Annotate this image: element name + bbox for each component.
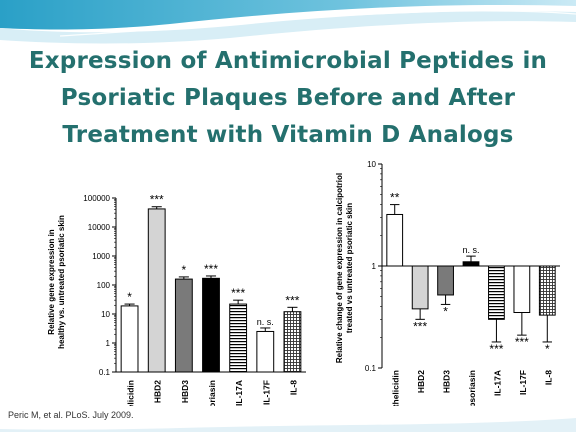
y-tick-label: 10 (101, 310, 110, 319)
y-axis-label: healthy vs. untreated psoriatic skin (57, 215, 66, 349)
chart-right-panel: 0.1 1 10 ** cathelicidin *** HBD2 * HBD3 n. s. pso… (330, 156, 568, 417)
category-label: IL-17A (492, 370, 502, 396)
bar (513, 265, 531, 314)
bar (174, 278, 193, 373)
bar (256, 330, 275, 373)
chart-right: 0.1 1 10 ** cathelicidin *** HBD2 * HBD3 n. s. pso… (335, 160, 560, 417)
category-label: HBD3 (442, 370, 452, 393)
category-label: IL-17F (261, 380, 271, 405)
y-axis-label: treated vs untreated psoriatic skin (345, 203, 354, 333)
chart-left: 0.1110100100010000100000*cathelicidin***… (47, 193, 306, 427)
category-label: cathelicidin (391, 370, 401, 406)
category-label: HBD2 (416, 370, 426, 393)
significance-label: *** (489, 342, 503, 356)
y-tick-label: 0.1 (99, 368, 111, 377)
significance-label: *** (204, 262, 218, 276)
chart-left-panel: 0.1 1 10 100 1000 10000 100000 * cathelicidin ***… (44, 182, 310, 427)
bar (202, 277, 220, 373)
bar (283, 311, 302, 373)
category-label: cathelicidin (126, 380, 136, 406)
category-label: IL-8 (543, 370, 553, 385)
significance-label: * (443, 304, 448, 318)
header-wave-line (59, 10, 576, 37)
category-label: IL-17A (234, 380, 244, 406)
title-line-3: Treatment with Vitamin D Analogs (62, 122, 514, 148)
y-tick-label: 100000 (83, 194, 110, 203)
bar (147, 208, 166, 373)
significance-label: * (545, 342, 550, 356)
bar (120, 305, 139, 373)
y-axis-label: Relative gene expression in (47, 229, 56, 334)
citation: Peric M, et al. PLoS. July 2009. (8, 410, 134, 420)
y-tick-label: 10000 (88, 223, 111, 232)
significance-label: n. s. (462, 245, 479, 255)
title-line-1: Expression of Antimicrobial Peptides in (28, 48, 548, 74)
category-label: psoriasin (207, 380, 217, 406)
title-line-2: Psoriatic Plaques Before and After (60, 85, 516, 111)
y-tick-label: 1000 (92, 252, 110, 261)
bar (437, 265, 454, 296)
footer-wave (0, 418, 576, 432)
y-tick-label: 100 (97, 281, 111, 290)
bar (229, 303, 248, 373)
significance-label: * (182, 263, 187, 277)
bar (386, 213, 404, 267)
significance-label: *** (413, 319, 427, 333)
significance-label: *** (231, 286, 245, 300)
bar (462, 261, 480, 267)
category-label: HBD3 (180, 380, 190, 403)
bar (411, 265, 429, 310)
y-tick-label: 10 (367, 160, 376, 169)
significance-label: *** (285, 293, 299, 307)
bar (538, 265, 556, 316)
y-tick-label: 1 (106, 339, 111, 348)
y-axis-label: Relative change of gene expression in ca… (335, 173, 344, 363)
category-label: IL-8 (288, 380, 298, 395)
category-label: IL-17F (518, 370, 528, 395)
y-tick-label: 1 (372, 262, 377, 271)
category-label: HBD2 (153, 380, 163, 403)
significance-label: ** (390, 191, 400, 205)
significance-label: *** (150, 193, 164, 207)
category-label: psoriasin (467, 370, 477, 406)
significance-label: * (127, 290, 132, 304)
y-tick-label: 0.1 (365, 364, 377, 373)
significance-label: n. s. (257, 317, 274, 327)
header-wave (0, 0, 576, 30)
header-wave-light (0, 10, 576, 44)
bar (488, 265, 505, 320)
significance-label: *** (515, 335, 529, 349)
